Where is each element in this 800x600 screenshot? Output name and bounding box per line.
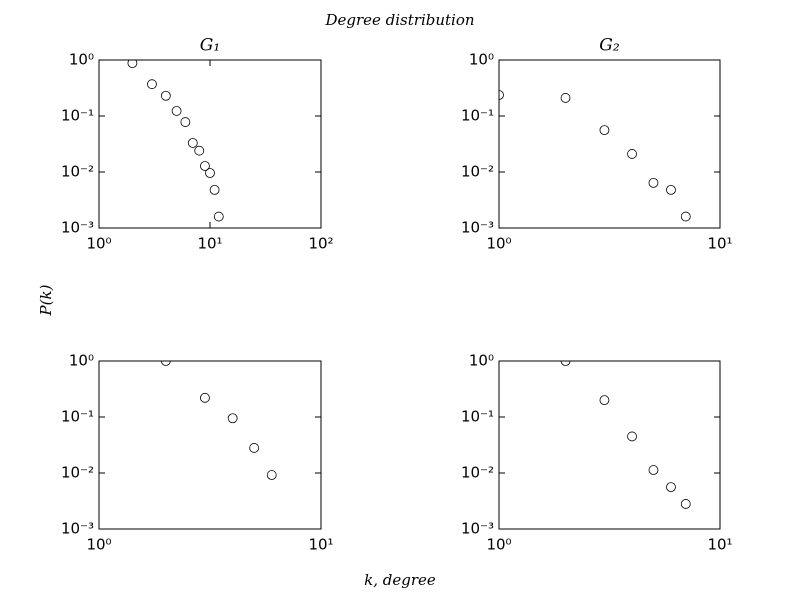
y-tick-label: 10⁻³ xyxy=(61,219,94,237)
x-axis-label: k, degree xyxy=(364,571,436,589)
point xyxy=(127,60,138,69)
y-tick-label: 10⁻¹ xyxy=(461,107,494,125)
point xyxy=(200,161,210,171)
point xyxy=(627,149,637,159)
point xyxy=(599,125,610,136)
point xyxy=(213,211,224,222)
point xyxy=(160,90,171,101)
point xyxy=(160,361,171,366)
subplot-title: G₁ xyxy=(200,36,220,56)
point xyxy=(666,184,676,195)
point xyxy=(209,184,220,195)
y-tick-label: 10⁰ xyxy=(69,51,94,69)
plot-area xyxy=(160,361,277,480)
y-tick-label: 10⁻³ xyxy=(461,219,494,237)
point xyxy=(171,106,182,116)
y-tick-label: 10⁰ xyxy=(469,352,494,370)
y-tick-label: 10⁰ xyxy=(69,352,94,370)
point xyxy=(200,392,210,403)
plot-area xyxy=(560,361,691,509)
y-tick-label: 10⁻² xyxy=(61,163,94,181)
x-tick-label: 10⁰ xyxy=(486,235,511,253)
x-tick-label: 10¹ xyxy=(707,536,732,554)
x-tick-label: 10⁰ xyxy=(86,536,111,554)
y-tick-label: 10⁻³ xyxy=(61,520,94,538)
plot-area xyxy=(127,60,224,222)
subplot-title: G₂ xyxy=(599,36,620,56)
point xyxy=(560,361,571,366)
point xyxy=(499,90,504,100)
point xyxy=(187,138,198,148)
point xyxy=(627,431,637,442)
point xyxy=(648,177,659,188)
x-tick-label: 10² xyxy=(308,235,333,253)
point xyxy=(648,465,659,475)
point xyxy=(599,395,610,406)
point xyxy=(227,413,238,424)
point xyxy=(194,145,205,156)
point xyxy=(680,211,691,222)
y-tick-label: 10⁻³ xyxy=(461,520,494,538)
point xyxy=(560,93,571,103)
y-tick-label: 10⁻¹ xyxy=(61,107,94,125)
y-tick-label: 10⁰ xyxy=(469,51,494,69)
y-tick-label: 10⁻² xyxy=(461,464,494,482)
y-tick-label: 10⁻² xyxy=(61,464,94,482)
y-axis-label: P(k) xyxy=(37,284,55,316)
x-tick-label: 10¹ xyxy=(197,235,222,253)
point xyxy=(666,482,676,493)
x-tick-label: 10¹ xyxy=(308,536,333,554)
axes-frame xyxy=(498,59,721,229)
point xyxy=(180,117,191,127)
plot-area xyxy=(499,90,691,222)
point xyxy=(266,470,277,480)
axes-frame xyxy=(98,59,322,229)
point xyxy=(205,168,215,178)
axes-frame xyxy=(498,360,721,530)
y-tick-label: 10⁻¹ xyxy=(61,408,94,426)
figure-title: Degree distribution xyxy=(324,11,474,29)
x-tick-label: 10⁰ xyxy=(486,536,511,554)
point xyxy=(680,499,691,509)
axes-frame xyxy=(98,360,322,530)
y-tick-label: 10⁻² xyxy=(461,163,494,181)
point xyxy=(249,443,260,453)
point xyxy=(147,79,157,90)
y-tick-label: 10⁻¹ xyxy=(461,408,494,426)
x-tick-label: 10¹ xyxy=(707,235,732,253)
x-tick-label: 10⁰ xyxy=(86,235,111,253)
